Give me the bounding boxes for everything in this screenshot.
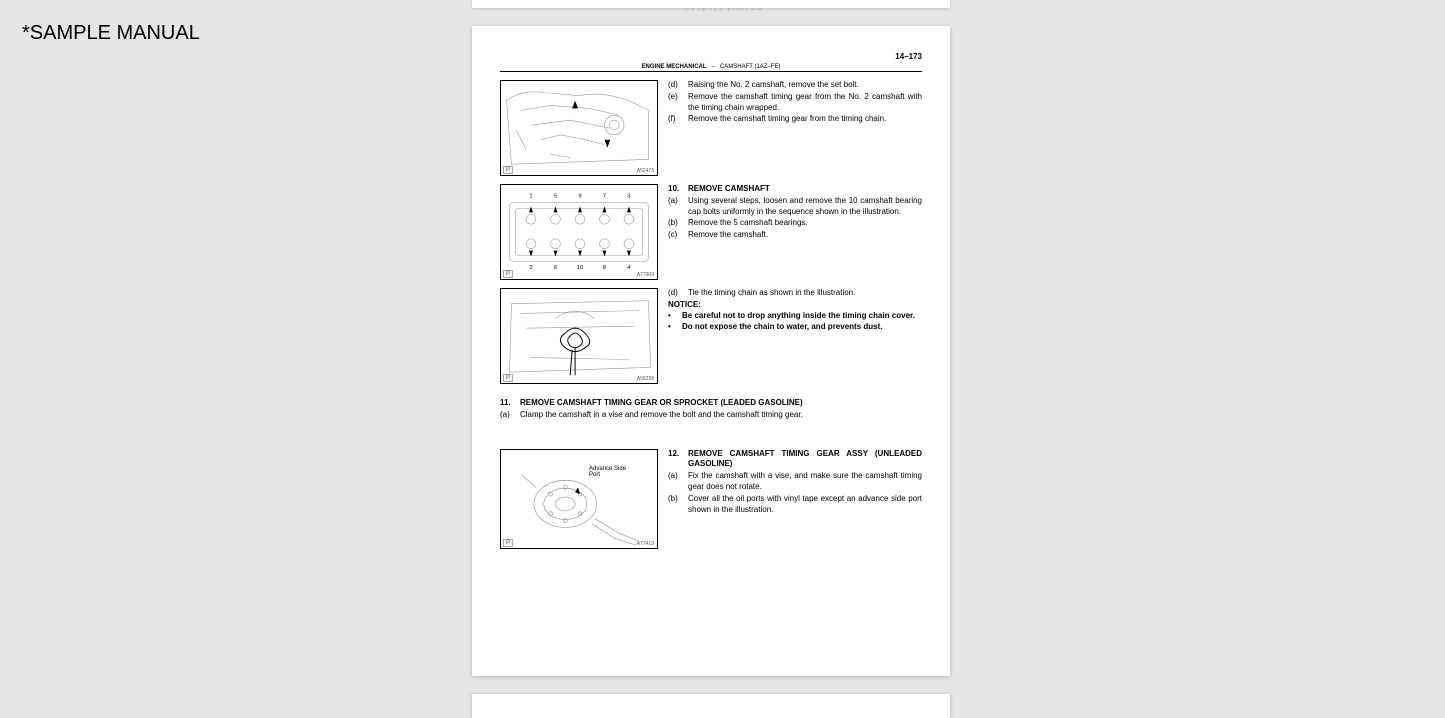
heading-title: REMOVE CAMSHAFT TIMING GEAR ASSY (UNLEAD… (688, 449, 922, 471)
section-2-steps: 10. REMOVE CAMSHAFT (a) Using several ste… (668, 184, 922, 280)
figure-3: P A58228 (500, 288, 658, 384)
step-text: Fix the camshaft with a vise, and make s… (688, 471, 922, 493)
page-number: 14–173 (895, 52, 922, 61)
svg-text:5: 5 (554, 194, 558, 200)
breadcrumb-topic: CAMSHAFT (1AZ–FE) (720, 64, 781, 70)
heading-title: REMOVE CAMSHAFT (688, 184, 922, 195)
cylinder-head-diagram-icon: 1 5 9 7 3 2 6 10 8 4 (501, 185, 657, 279)
step-text: Cover all the oil ports with vinyl tape … (688, 494, 922, 516)
step-text: Remove the camshaft timing gear from the… (688, 92, 922, 114)
step-marker: (b) (668, 494, 682, 516)
section-5-steps: 12. REMOVE CAMSHAFT TIMING GEAR ASSY (UN… (668, 449, 922, 549)
heading-title: REMOVE CAMSHAFT TIMING GEAR OR SPROCKET … (520, 398, 922, 409)
page-header: 14–173 ENGINE MECHANICAL – CAMSHAFT (1AZ… (500, 54, 922, 72)
previous-page-edge (472, 0, 950, 8)
svg-text:6: 6 (554, 265, 557, 271)
notice-label: NOTICE: (668, 300, 922, 311)
step-text: Remove the camshaft. (688, 230, 922, 241)
step-marker: (e) (668, 92, 682, 114)
breadcrumb-sep: – (712, 64, 715, 70)
svg-text:3: 3 (627, 194, 630, 200)
section-5: Advance Side Port P A77413 12. REMOVE CA… (500, 449, 922, 549)
figure-1: P A52473 (500, 80, 658, 176)
section-4: 11. REMOVE CAMSHAFT TIMING GEAR OR SPROC… (500, 398, 922, 421)
figure-code: A77309 (636, 272, 655, 278)
figure-code: A77413 (636, 541, 655, 547)
step-marker: (c) (668, 230, 682, 241)
section-2: 1 5 9 7 3 2 6 10 8 4 P A77309 10. REMOVE… (500, 184, 922, 280)
heading-number: 10. (668, 184, 682, 195)
manual-page: 14–173 ENGINE MECHANICAL – CAMSHAFT (1AZ… (472, 26, 950, 676)
engine-diagram-icon (501, 81, 657, 175)
heading-number: 11. (500, 398, 514, 409)
section-1-steps: (d) Raising the No. 2 camshaft, remove th… (668, 80, 922, 176)
step-marker: (a) (668, 196, 682, 218)
bullet-text: Be careful not to drop anything inside t… (682, 311, 922, 322)
step-text: Remove the 5 camshaft bearings. (688, 218, 922, 229)
step-marker: (b) (668, 218, 682, 229)
step-marker: (d) (668, 288, 682, 299)
figure-p-marker: P (503, 374, 513, 382)
timing-chain-diagram-icon (501, 289, 657, 383)
figure-label: Advance Side Port (589, 466, 629, 479)
figure-p-marker: P (503, 166, 513, 174)
svg-text:7: 7 (603, 194, 606, 200)
step-text: Clamp the camshaft in a vise and remove … (520, 410, 922, 421)
bullet-icon: • (668, 311, 676, 322)
svg-text:10: 10 (577, 265, 584, 271)
figure-5: Advance Side Port P A77413 (500, 449, 658, 549)
section-3-steps: (d) Tie the timing chain as shown in the … (668, 288, 922, 384)
sample-manual-label: *SAMPLE MANUAL (22, 22, 200, 45)
svg-text:9: 9 (578, 194, 581, 200)
step-marker: (d) (668, 80, 682, 91)
figure-p-marker: P (503, 270, 513, 278)
camshaft-gear-diagram-icon (501, 450, 657, 548)
bullet-icon: • (668, 322, 676, 333)
figure-code: A58228 (636, 376, 655, 382)
breadcrumb: ENGINE MECHANICAL – CAMSHAFT (1AZ–FE) (642, 64, 781, 70)
step-text: Using several steps, loosen and remove t… (688, 196, 922, 218)
figure-2: 1 5 9 7 3 2 6 10 8 4 P A77309 (500, 184, 658, 280)
figure-code: A52473 (636, 168, 655, 174)
next-page-edge (472, 694, 950, 718)
step-marker: (a) (500, 410, 514, 421)
step-text: Tie the timing chain as shown in the ill… (688, 288, 922, 299)
svg-text:1: 1 (529, 194, 532, 200)
step-text: Raising the No. 2 camshaft, remove the s… (688, 80, 922, 91)
section-1: P A52473 (d) Raising the No. 2 camshaft, … (500, 80, 922, 176)
svg-text:2: 2 (529, 265, 532, 271)
step-marker: (f) (668, 114, 682, 125)
section-3: P A58228 (d) Tie the timing chain as show… (500, 288, 922, 384)
heading-number: 12. (668, 449, 682, 471)
bullet-text: Do not expose the chain to water, and pr… (682, 322, 922, 333)
step-marker: (a) (668, 471, 682, 493)
breadcrumb-section: ENGINE MECHANICAL (642, 64, 707, 70)
figure-p-marker: P (503, 539, 513, 547)
svg-text:4: 4 (627, 265, 631, 271)
step-text: Remove the camshaft timing gear from the… (688, 114, 922, 125)
svg-text:8: 8 (603, 265, 606, 271)
figure-label-text: Advance Side Port (589, 466, 629, 479)
